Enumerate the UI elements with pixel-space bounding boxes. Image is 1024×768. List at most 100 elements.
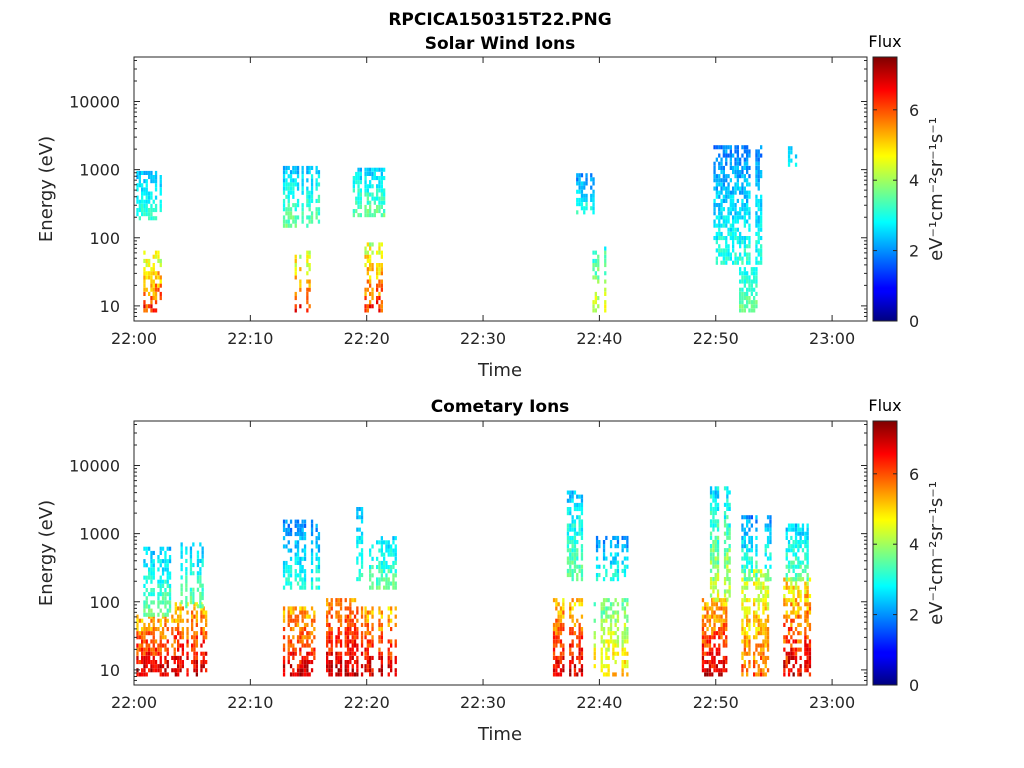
- flux-cell: [594, 271, 597, 276]
- flux-cell: [189, 591, 193, 596]
- flux-cell: [701, 651, 705, 656]
- flux-cell: [337, 614, 340, 619]
- flux-cell: [308, 170, 311, 175]
- flux-cell: [621, 598, 624, 603]
- flux-cell: [181, 643, 184, 648]
- flux-cell: [566, 527, 570, 532]
- flux-cell: [709, 581, 713, 586]
- flux-cell: [145, 187, 148, 192]
- flux-cell: [376, 556, 379, 561]
- flux-cell: [741, 300, 744, 305]
- flux-cell: [366, 664, 369, 669]
- flux-cell: [373, 171, 376, 176]
- colorbar: [872, 56, 898, 322]
- flux-cell: [310, 174, 314, 179]
- flux-cell: [806, 581, 809, 586]
- flux-cell: [366, 242, 369, 247]
- flux-cell: [766, 544, 770, 549]
- flux-cell: [580, 655, 584, 660]
- flux-cell: [723, 593, 727, 598]
- flux-cell: [715, 203, 718, 208]
- flux-cell: [337, 618, 340, 623]
- flux-cell: [294, 560, 297, 565]
- flux-cell: [143, 672, 146, 677]
- flux-cell: [720, 248, 723, 253]
- flux-cell: [760, 198, 763, 203]
- flux-cell: [748, 568, 751, 573]
- flux-cell: [369, 242, 372, 247]
- flux-cell: [349, 660, 352, 665]
- flux-cell: [626, 544, 629, 549]
- flux-cell: [200, 668, 203, 673]
- flux-cell: [356, 511, 359, 516]
- flux-cell: [711, 664, 714, 669]
- flux-cell: [748, 598, 751, 603]
- flux-cell: [189, 550, 193, 555]
- flux-cell: [143, 575, 146, 580]
- flux-cell: [604, 300, 607, 305]
- flux-cell: [164, 563, 167, 568]
- flux-cell: [573, 490, 577, 495]
- flux-cell: [709, 568, 713, 573]
- flux-cell: [143, 592, 146, 597]
- flux-cell: [308, 643, 311, 648]
- flux-cell: [310, 190, 314, 195]
- flux-cell: [555, 635, 558, 640]
- flux-cell: [739, 304, 742, 309]
- flux-cell: [736, 198, 739, 203]
- flux-cell: [166, 563, 169, 568]
- cometary-ions-panel: Cometary Ions 22:00 22:10 22:20 22:30 22:40 2…: [36, 396, 947, 745]
- flux-cell: [714, 581, 717, 586]
- flux-cell: [303, 610, 307, 615]
- flux-cell: [168, 575, 172, 580]
- flux-cell: [161, 612, 165, 617]
- flux-cell: [748, 256, 751, 261]
- flux-cell: [787, 162, 791, 167]
- flux-cell: [704, 614, 707, 619]
- flux-cell: [718, 161, 721, 166]
- flux-cell: [748, 190, 751, 195]
- flux-cell: [787, 655, 791, 660]
- flux-cell: [621, 548, 624, 553]
- flux-cell: [282, 178, 286, 183]
- flux-cell: [337, 631, 340, 636]
- flux-cell: [185, 546, 188, 551]
- flux-cell: [804, 631, 807, 636]
- flux-cell: [792, 598, 795, 603]
- flux-cell: [387, 569, 390, 574]
- flux-cell: [346, 627, 350, 632]
- flux-cell: [366, 167, 369, 172]
- flux-cell: [313, 635, 316, 640]
- panel-title: Solar Wind Ions: [425, 34, 576, 54]
- flux-cell: [790, 618, 793, 623]
- flux-cell: [287, 655, 290, 660]
- flux-cell: [138, 208, 141, 213]
- flux-cell: [757, 182, 760, 187]
- flux-cell: [713, 635, 716, 640]
- flux-cell: [766, 535, 770, 540]
- flux-cell: [181, 651, 184, 656]
- flux-cell: [736, 174, 739, 179]
- flux-cell: [369, 275, 372, 280]
- flux-cell: [713, 668, 716, 673]
- flux-cell: [351, 655, 354, 660]
- flux-cell: [808, 602, 812, 607]
- flux-cell: [741, 535, 744, 540]
- flux-cell: [739, 157, 742, 162]
- flux-cell: [592, 267, 595, 272]
- flux-cell: [709, 552, 713, 557]
- flux-cell: [177, 643, 180, 648]
- flux-cell: [185, 550, 188, 555]
- flux-cell: [746, 157, 749, 162]
- flux-cell: [728, 581, 731, 586]
- flux-cell: [308, 287, 311, 292]
- flux-cell: [713, 219, 716, 224]
- flux-cell: [806, 647, 809, 652]
- flux-cell: [303, 668, 307, 673]
- flux-cell: [387, 606, 390, 611]
- flux-cell: [136, 651, 139, 656]
- flux-cell: [287, 527, 290, 532]
- flux-cell: [294, 207, 297, 212]
- flux-cell: [371, 573, 374, 578]
- flux-cell: [748, 651, 751, 656]
